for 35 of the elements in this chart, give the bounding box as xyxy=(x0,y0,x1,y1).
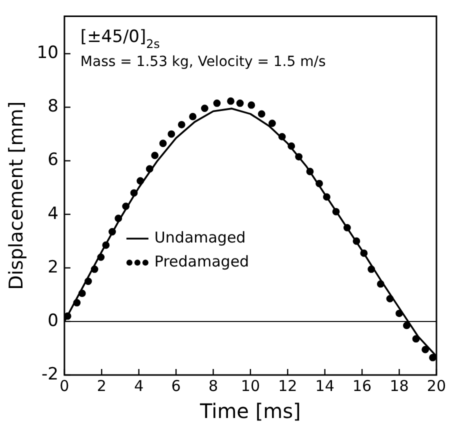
point xyxy=(248,101,256,109)
x-tick-label: 14 xyxy=(315,376,334,395)
y-tick-label: 6 xyxy=(48,150,58,170)
point xyxy=(200,104,208,112)
y-tick-label: 4 xyxy=(48,204,58,224)
point xyxy=(168,130,176,138)
point xyxy=(236,100,244,107)
point xyxy=(159,140,167,148)
point xyxy=(268,120,276,128)
x-tick-label: 16 xyxy=(352,376,372,395)
x-axis-title: Time [ms] xyxy=(199,399,301,424)
y-tick-label: -2 xyxy=(41,364,58,384)
x-tick-label: 6 xyxy=(171,376,181,395)
legend-label: Predamaged xyxy=(154,252,250,271)
point xyxy=(151,152,159,160)
y-tick-label: 2 xyxy=(48,257,58,278)
x-tick-label: 4 xyxy=(134,376,144,395)
point xyxy=(227,97,234,105)
annotation: Mass = 1.53 kg, Velocity = 1.5 m/s xyxy=(80,54,326,70)
x-tick-label: 20 xyxy=(426,376,446,395)
point xyxy=(258,110,266,118)
x-tick-label: 10 xyxy=(240,376,260,395)
point xyxy=(213,100,221,107)
y-tick-label: 8 xyxy=(48,96,58,117)
x-tick-label: 2 xyxy=(96,376,106,395)
x-tick-label: 12 xyxy=(278,376,298,395)
x-tick-label: 18 xyxy=(390,376,409,395)
y-tick-label: 0 xyxy=(48,310,58,331)
point xyxy=(422,346,429,354)
legend-label: Undamaged xyxy=(154,228,246,247)
point xyxy=(189,112,196,120)
y-axis-title: Displacement [mm] xyxy=(5,101,28,290)
point xyxy=(178,120,186,128)
y-tick-label: 10 xyxy=(36,43,58,64)
x-tick-label: 8 xyxy=(208,376,218,395)
